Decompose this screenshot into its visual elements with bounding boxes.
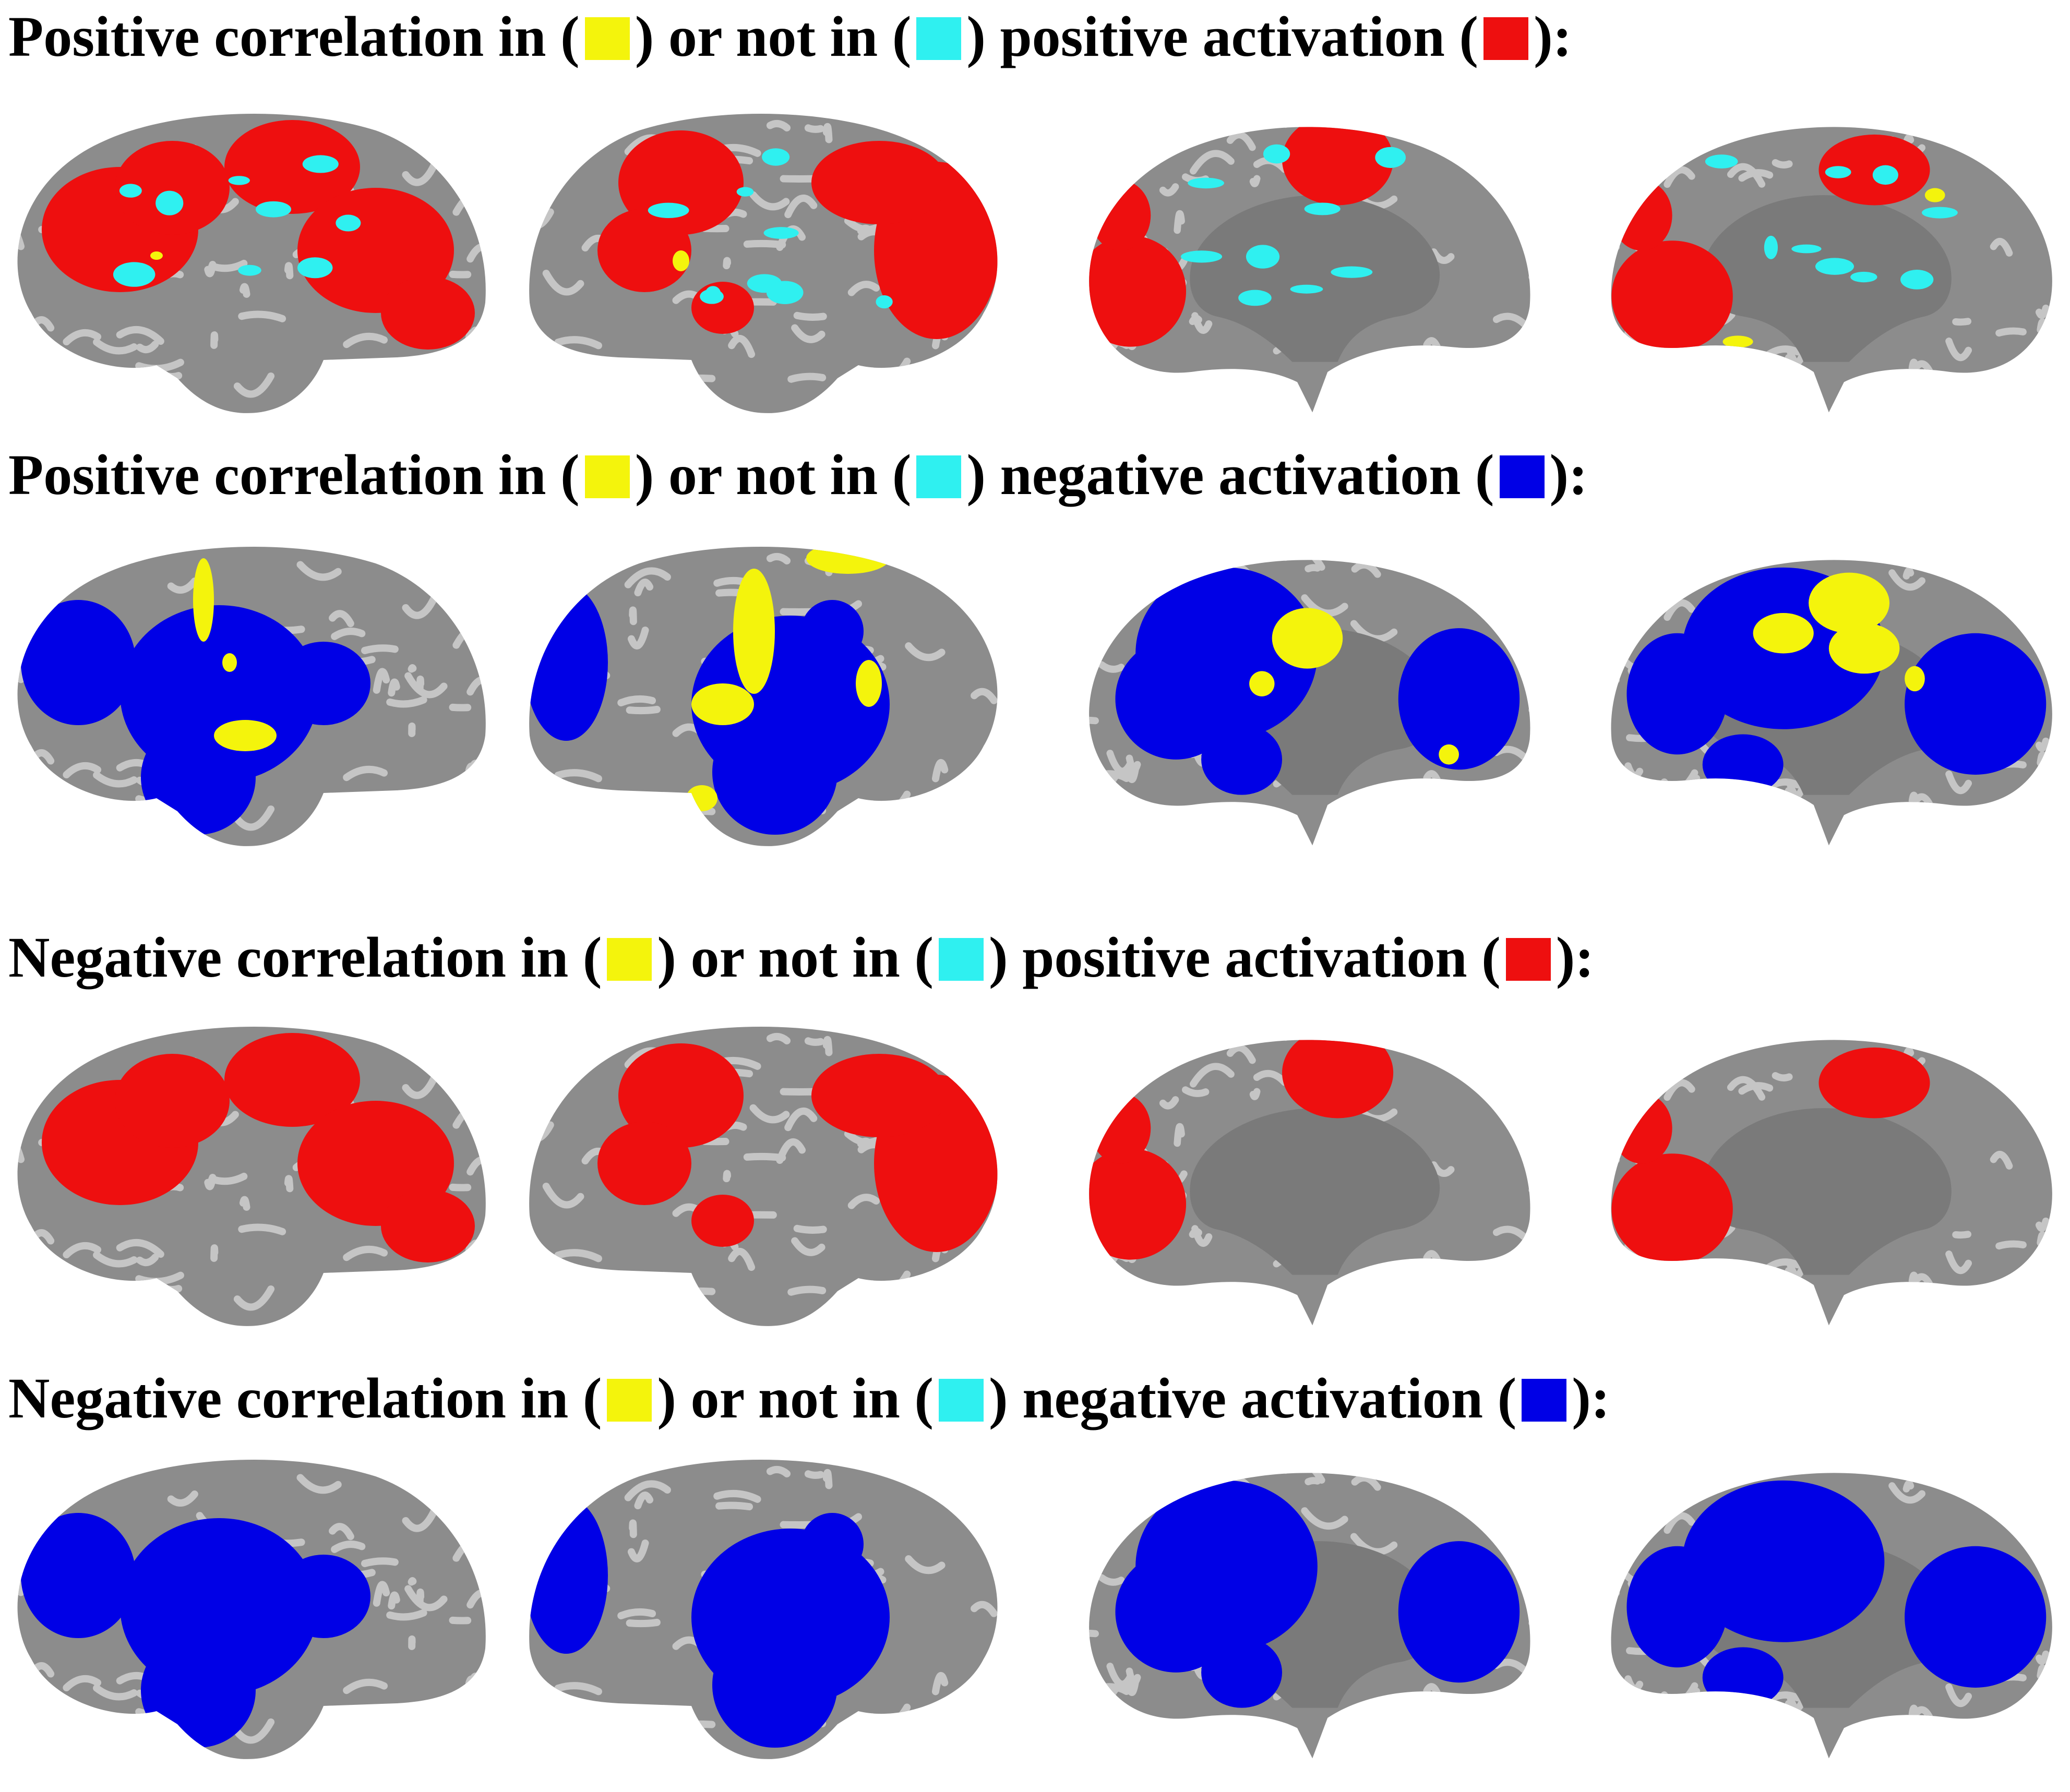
row-3-title: Negative correlation in () or not in () … — [8, 921, 1594, 994]
row-1-title: Positive correlation in () or not in () … — [8, 0, 1572, 73]
row-1-text-c: ) — [966, 5, 986, 68]
row-3-text-d: positive activation ( — [1022, 925, 1501, 989]
row-4-text-d: negative activation ( — [1022, 1366, 1517, 1430]
row-3-text-c: ) — [989, 925, 1008, 989]
row-2-activation-swatch — [1499, 455, 1545, 498]
row-2-title: Positive correlation in () or not in () … — [8, 438, 1588, 511]
brain-left-medial-row-3 — [1075, 1007, 1555, 1341]
row-1-text-e: ): — [1534, 5, 1572, 68]
row-2-cyan-swatch — [916, 455, 962, 498]
row-2-text-a: Positive correlation in ( — [8, 443, 580, 507]
row-3-text-a: Negative correlation in ( — [8, 925, 602, 989]
brain-left-medial-row-2 — [1075, 527, 1555, 861]
row-4-text-a: Negative correlation in ( — [8, 1366, 602, 1430]
brain-left-lateral-row-2 — [0, 527, 496, 861]
row-4-text-e: ): — [1572, 1366, 1610, 1430]
row-1-activation-swatch — [1483, 17, 1529, 60]
brain-right-lateral-row-4 — [517, 1440, 1018, 1774]
row-1-text-a: Positive correlation in ( — [8, 5, 580, 68]
brain-left-lateral-row-4 — [0, 1440, 496, 1774]
row-2-text-e: ): — [1549, 443, 1588, 507]
brain-right-lateral-row-1 — [517, 94, 1018, 428]
row-4-title: Negative correlation in () or not in () … — [8, 1362, 1610, 1435]
row-1-text-d: positive activation ( — [1000, 5, 1479, 68]
brain-right-medial-row-4 — [1586, 1440, 2066, 1774]
brain-right-medial-row-2 — [1586, 527, 2066, 861]
brain-right-medial-row-3 — [1586, 1007, 2066, 1341]
row-4-text-b: ) or not in ( — [657, 1366, 934, 1430]
row-1-cyan-swatch — [916, 17, 962, 60]
row-2-text-c: ) — [966, 443, 986, 507]
brain-left-lateral-row-3 — [0, 1007, 496, 1341]
row-4-cyan-swatch — [939, 1379, 984, 1422]
brain-right-medial-row-1 — [1586, 94, 2066, 428]
brain-right-lateral-row-3 — [517, 1007, 1018, 1341]
row-1-text-b: ) or not in ( — [635, 5, 912, 68]
row-3-yellow-swatch — [607, 938, 652, 981]
row-4-activation-swatch — [1522, 1379, 1567, 1422]
brain-left-medial-row-1 — [1075, 94, 1555, 428]
row-3-cyan-swatch — [939, 938, 984, 981]
brain-right-lateral-row-2 — [517, 527, 1018, 861]
row-2-text-d: negative activation ( — [1000, 443, 1494, 507]
row-4-text-c: ) — [989, 1366, 1008, 1430]
row-3-activation-swatch — [1505, 938, 1551, 981]
brain-left-lateral-row-1 — [0, 94, 496, 428]
brain-left-medial-row-4 — [1075, 1440, 1555, 1774]
row-3-text-b: ) or not in ( — [657, 925, 934, 989]
row-2-text-b: ) or not in ( — [635, 443, 912, 507]
row-2-yellow-swatch — [584, 455, 630, 498]
row-1-yellow-swatch — [584, 17, 630, 60]
row-4-yellow-swatch — [607, 1379, 652, 1422]
row-3-text-e: ): — [1556, 925, 1595, 989]
